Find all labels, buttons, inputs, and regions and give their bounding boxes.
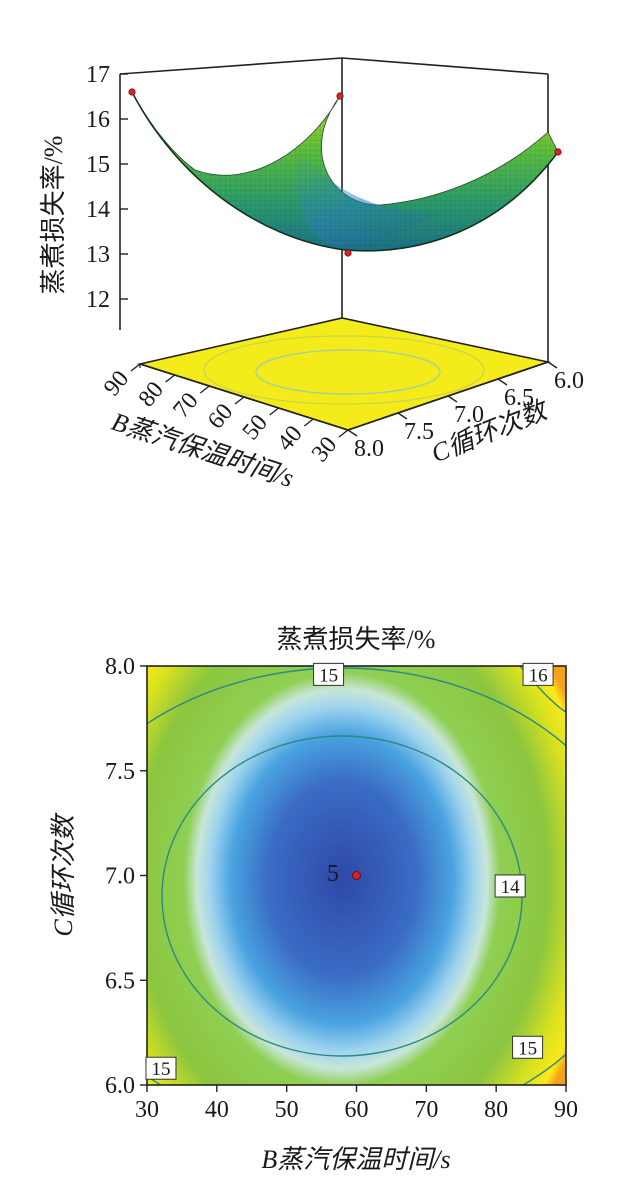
y-tick-mark (497, 378, 508, 386)
contour-label-box (494, 874, 526, 898)
design-points (128, 88, 562, 257)
x-tick-mark (165, 374, 176, 383)
z-tick-label: 15 (86, 152, 110, 178)
y-tick-mark (397, 412, 408, 420)
x-tick-mark (234, 396, 245, 405)
contour-label: 15 (151, 1059, 170, 1080)
y-tick-label: 7.5 (404, 419, 434, 445)
z-tick-label: 13 (86, 242, 110, 268)
design-point (344, 249, 352, 257)
y-tick-label: 6.0 (105, 1073, 135, 1099)
y-tick-mark (447, 395, 458, 403)
x-tick-label: 70 (414, 1097, 438, 1123)
contour-label-box (512, 1035, 544, 1059)
contour-label: 14 (501, 877, 521, 898)
z-axis-label: 蒸煮损失率/% (39, 136, 68, 295)
x-tick-label: 80 (484, 1097, 508, 1123)
y-axis-label: C循环次数 (427, 395, 553, 468)
design-point (128, 88, 136, 96)
contour-label: 15 (518, 1038, 537, 1059)
contour-labels: 15 16 14 15 15 (145, 662, 554, 1080)
x-tick-label: 30 (135, 1097, 159, 1123)
z-tick-label: 17 (86, 62, 110, 88)
y-tick-label: 8.0 (354, 436, 384, 462)
surface-chart: 12 13 14 15 16 17 90 80 70 60 50 40 30 8.0 7.5 7.0 6.5… (39, 57, 584, 493)
x-tick-label: 50 (238, 410, 273, 445)
design-point (554, 148, 562, 156)
y-tick-label: 6.0 (554, 368, 584, 394)
contour-title: 蒸煮损失率/% (277, 625, 436, 654)
floor-contour-inner (255, 349, 441, 395)
z-tick-label: 16 (86, 107, 110, 133)
x-tick-label: 60 (203, 399, 238, 434)
x-tick-mark (130, 363, 141, 372)
x-tick-label: 60 (345, 1097, 369, 1123)
y-tick-label: 7.5 (105, 759, 135, 785)
x-tick-label: 40 (205, 1097, 229, 1123)
y-tick-mark (347, 429, 358, 437)
center-point-label: 5 (327, 861, 339, 887)
x-tick-mark (338, 429, 349, 438)
z-tick-label: 14 (86, 197, 110, 223)
center-point (352, 871, 361, 880)
x-tick-label: 40 (272, 421, 307, 456)
x-tick-mark (269, 407, 280, 416)
surface-front-edge (131, 91, 559, 252)
x-tick-label: 70 (168, 388, 203, 423)
contour-axis-ticks: 30 40 50 60 70 80 90 6.0 6.5 7.0 7.5 8.0 (105, 654, 578, 1123)
contour-label-box (313, 662, 345, 686)
x-tick-label: 30 (307, 432, 342, 467)
contour-label-box (522, 662, 554, 686)
contour-y-label: C循环次数 (49, 812, 78, 936)
y-tick-label: 6.5 (105, 968, 135, 994)
y-tick-label: 6.5 (504, 385, 534, 411)
x-tick-label: 50 (275, 1097, 299, 1123)
x-tick-label: 80 (134, 377, 169, 412)
box-back-edge (119, 57, 549, 75)
x-axis-label: B蒸汽保温时间/s (108, 407, 297, 493)
floor-plane (136, 317, 552, 431)
y-axis-ticks: 8.0 7.5 7.0 6.5 6.0 (347, 361, 584, 462)
design-point (336, 92, 344, 100)
y-tick-label: 8.0 (105, 654, 135, 680)
x-tick-label: 90 (99, 366, 134, 401)
contour-label: 15 (319, 665, 338, 686)
contour-label: 16 (529, 665, 548, 686)
z-tick-label: 12 (86, 287, 110, 313)
contour-x-label: B蒸汽保温时间/s (261, 1145, 450, 1174)
contour-chart: 蒸煮损失率/% 15 16 14 15 15 30 40 50 60 70 80 90 6.0 6.5 7… (49, 625, 578, 1174)
response-surface-mesh (132, 92, 558, 251)
z-axis-ticks: 12 13 14 15 16 17 (86, 62, 128, 313)
y-tick-mark (547, 361, 558, 369)
x-tick-mark (199, 385, 210, 394)
y-tick-label: 7.0 (105, 864, 135, 890)
y-tick-label: 7.0 (454, 402, 484, 428)
floor-contour-outer (203, 335, 485, 405)
contour-label-box (145, 1056, 177, 1080)
x-tick-label: 90 (554, 1097, 578, 1123)
x-tick-mark (303, 418, 314, 427)
